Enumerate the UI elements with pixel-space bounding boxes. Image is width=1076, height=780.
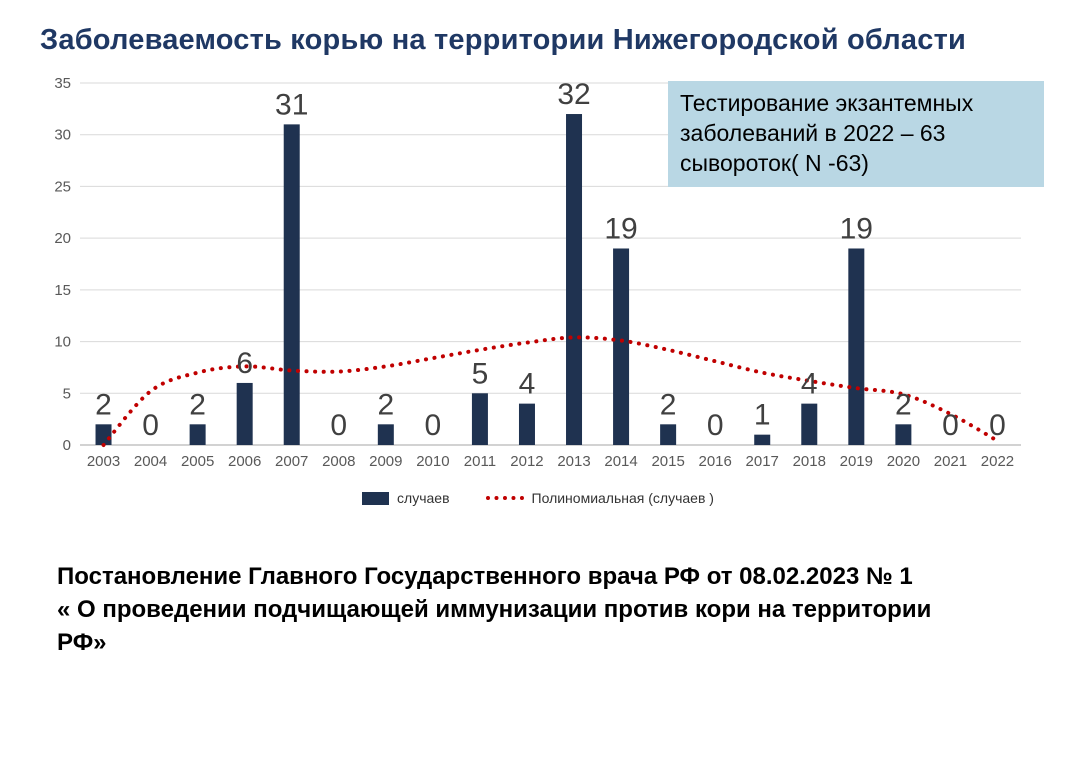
footer-text: Постановление Главного Государственного …: [57, 560, 1037, 659]
x-tick-label: 2013: [557, 453, 590, 470]
bar-value-label: 2: [189, 388, 206, 421]
bar-value-label: 19: [604, 212, 637, 245]
x-tick-label: 2014: [604, 453, 637, 470]
bar-2006: [236, 382, 253, 445]
x-tick-label: 2005: [181, 453, 214, 470]
bar-value-label: 4: [519, 368, 536, 401]
y-tick-label: 10: [54, 334, 71, 351]
bar-value-label: 31: [275, 88, 308, 121]
y-tick-label: 5: [63, 385, 71, 402]
legend-cases-label: случаев: [397, 490, 450, 506]
bar-2003: [95, 424, 112, 445]
y-tick-label: 0: [63, 437, 71, 454]
bar-2007: [283, 124, 300, 445]
bar-value-label: 32: [557, 78, 590, 111]
legend-dotted-line-icon: [485, 496, 524, 500]
y-tick-label: 25: [54, 178, 71, 195]
measles-bar-chart: 0 5 10 15 20 25 30 35 2003 2004 2005 2006 2007 2008 20…: [28, 63, 1048, 486]
bar-value-label: 19: [840, 212, 873, 245]
bar-value-label: 0: [142, 409, 159, 442]
bar-2012: [518, 403, 535, 445]
bar-2018: [801, 403, 818, 445]
bar-value-label: 6: [236, 347, 253, 380]
bar-2013: [566, 114, 583, 446]
x-tick-label: 2009: [369, 453, 402, 470]
legend-item-cases: случаев: [362, 490, 450, 506]
chart-legend: случаев Полиномиальная (случаев ): [28, 490, 1048, 506]
footer-line: « О проведении подчищающей иммунизации п…: [57, 596, 932, 624]
bar-2015: [660, 424, 677, 445]
legend-bar-swatch-icon: [362, 491, 390, 505]
footer-line: Постановление Главного Государственного …: [57, 563, 913, 590]
bar-2020: [895, 424, 912, 445]
x-tick-label: 2010: [416, 453, 449, 470]
x-tick-label: 2017: [746, 453, 779, 470]
chart-area: 0 5 10 15 20 25 30 35 2003 2004 2005 2006 2007 2008 20…: [28, 63, 1048, 506]
bar-value-label: 0: [707, 409, 724, 442]
x-tick-label: 2004: [134, 453, 167, 470]
bar-value-label: 4: [801, 368, 818, 401]
x-tick-label: 2008: [322, 453, 355, 470]
x-tick-label: 2016: [698, 453, 731, 470]
bar-value-label: 2: [377, 388, 394, 421]
x-tick-label: 2011: [464, 453, 496, 470]
bar-2005: [189, 424, 206, 445]
y-tick-label: 30: [54, 127, 71, 144]
footer-line: РФ»: [57, 629, 107, 657]
bar-2014: [613, 248, 630, 445]
legend-trend-label: Полиномиальная (случаев ): [531, 490, 714, 506]
bar-value-label: 5: [472, 357, 489, 390]
bar-value-label: 2: [660, 388, 677, 421]
info-box-line: заболеваний в 2022 – 63: [680, 119, 946, 146]
x-tick-label: 2006: [228, 453, 261, 470]
x-tick-label: 2018: [793, 453, 826, 470]
bar-value-label: 0: [989, 409, 1006, 442]
y-tick-label: 20: [54, 230, 71, 247]
bar-value-label: 1: [754, 399, 771, 432]
x-tick-label: 2003: [87, 453, 120, 470]
bar-value-label: 2: [895, 388, 912, 421]
x-tick-label: 2022: [981, 453, 1014, 470]
polynomial-trend-line: [101, 335, 1000, 447]
x-tick-label: 2021: [934, 453, 967, 470]
x-tick-label: 2015: [651, 453, 684, 470]
bar-value-label: 2: [95, 388, 112, 421]
x-tick-label: 2019: [840, 453, 873, 470]
legend-item-trend: Полиномиальная (случаев ): [485, 490, 714, 506]
bar-value-label: 0: [425, 409, 442, 442]
x-tick-label: 2020: [887, 453, 920, 470]
bar-2009: [377, 424, 394, 445]
x-tick-label: 2007: [275, 453, 308, 470]
bar-2011: [471, 393, 488, 445]
info-box-line: Тестирование экзантемных: [680, 90, 974, 116]
bar-value-label: 0: [942, 409, 959, 442]
info-box-line: сывороток( N -63): [680, 149, 869, 176]
page-title: Заболеваемость корью на территории Нижег…: [40, 24, 967, 56]
bar-value-label: 0: [330, 409, 347, 442]
bar-2017: [754, 434, 771, 445]
x-tick-label: 2012: [510, 453, 543, 470]
y-tick-label: 35: [54, 75, 71, 92]
y-tick-label: 15: [54, 282, 71, 299]
bar-2019: [848, 248, 865, 445]
info-box: Тестирование экзантемных заболеваний в 2…: [668, 81, 1044, 187]
